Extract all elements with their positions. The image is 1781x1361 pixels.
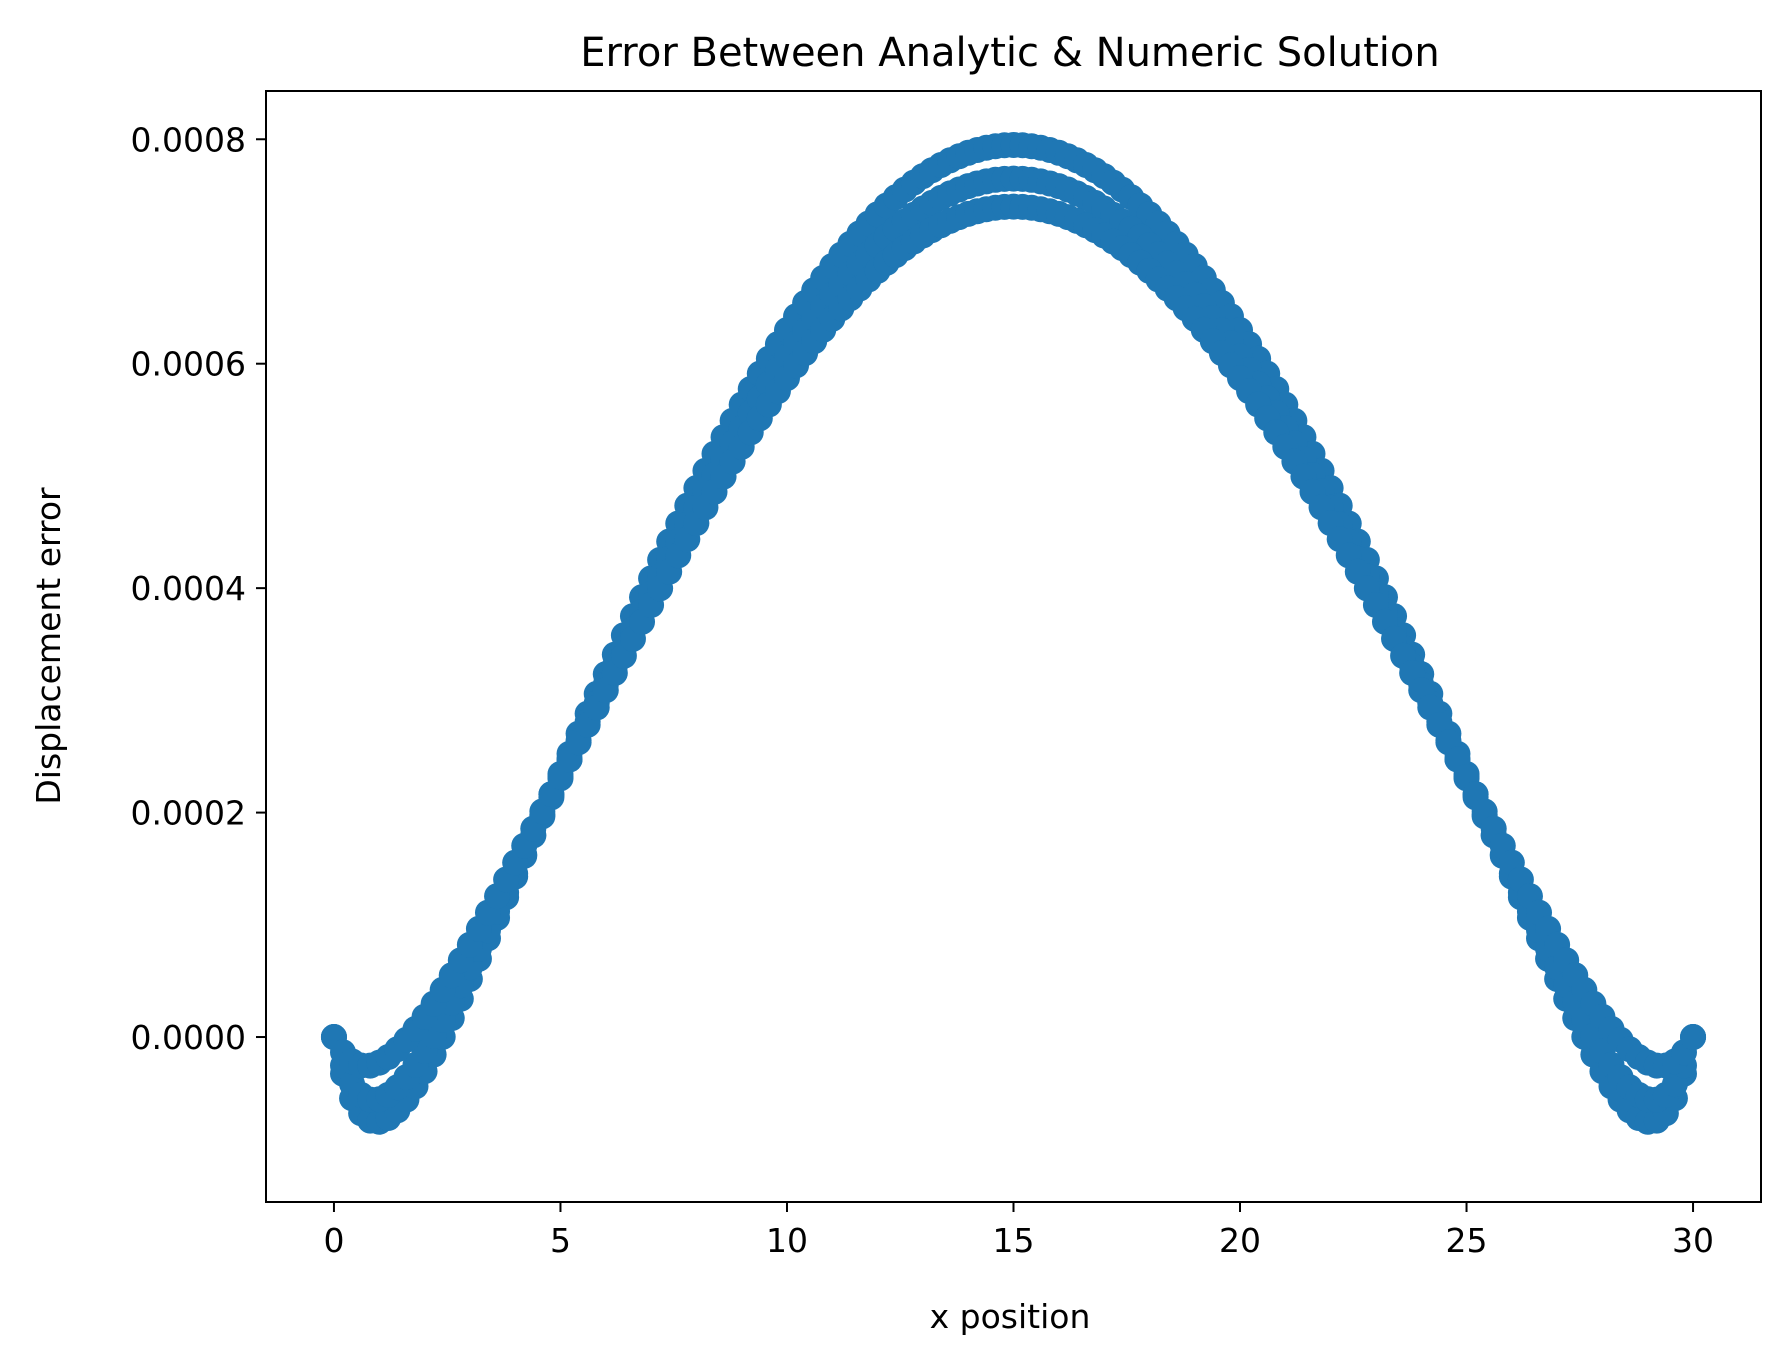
- x-axis-label: x position: [930, 1297, 1091, 1336]
- y-axis-label: Displacement error: [29, 487, 68, 805]
- chart-title: Error Between Analytic & Numeric Solutio…: [580, 30, 1439, 76]
- x-tick-label: 25: [1446, 1221, 1488, 1260]
- x-tick-label: 10: [766, 1221, 808, 1260]
- x-tick-label: 30: [1672, 1221, 1714, 1260]
- y-tick-label: 0.0004: [131, 569, 246, 608]
- y-tick-label: 0.0000: [131, 1018, 246, 1057]
- x-tick-label: 20: [1219, 1221, 1261, 1260]
- x-tick-label: 15: [993, 1221, 1035, 1260]
- x-tick-label: 0: [323, 1221, 344, 1260]
- x-axis: 0 5 10 15 20 25 30: [323, 1202, 1714, 1260]
- x-tick-label: 5: [550, 1221, 571, 1260]
- data-point: [1680, 1024, 1707, 1051]
- y-tick-label: 0.0008: [131, 120, 246, 159]
- y-tick-label: 0.0002: [131, 794, 246, 833]
- scatter-marks: [320, 131, 1707, 1135]
- y-tick-label: 0.0006: [131, 345, 246, 384]
- y-axis: 0.0000 0.0002 0.0004 0.0006 0.0008: [131, 120, 266, 1057]
